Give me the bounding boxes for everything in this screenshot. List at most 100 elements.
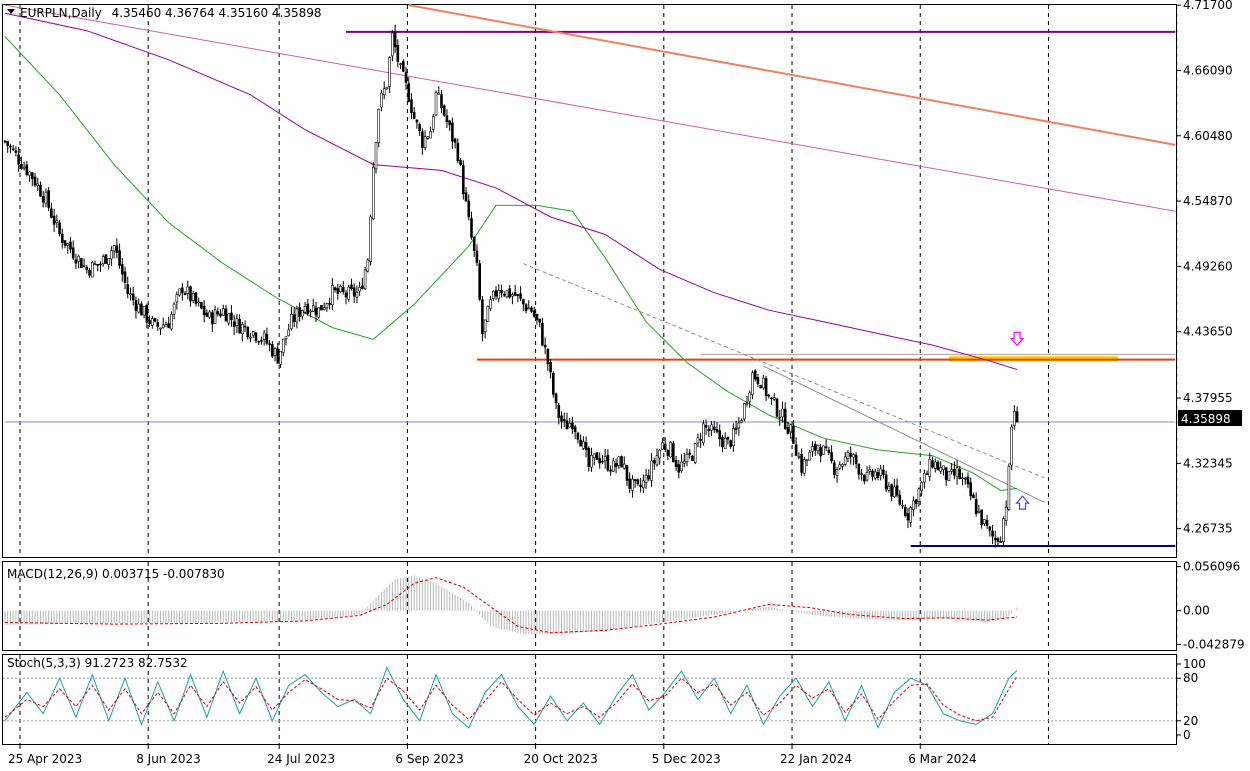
candle-body: [110, 250, 113, 260]
candle-body: [650, 460, 653, 481]
candle-body: [380, 92, 383, 108]
candle-body: [803, 459, 806, 474]
candle-body: [704, 425, 708, 428]
candle-body: [931, 460, 934, 468]
trend-line[interactable]: [523, 263, 1045, 479]
candle-body: [710, 424, 713, 431]
candle-body: [238, 319, 241, 334]
candle-body: [20, 164, 23, 169]
candle-body: [55, 220, 59, 223]
candle-body: [262, 332, 266, 340]
candle-body: [723, 437, 727, 449]
candle-body: [440, 94, 443, 109]
candle-body: [459, 160, 462, 165]
candle-body: [271, 344, 274, 357]
candle-body: [718, 430, 722, 440]
candle-body: [584, 441, 588, 451]
candle-body: [966, 476, 970, 485]
candle-body: [794, 444, 798, 456]
candle-body: [541, 323, 544, 346]
candle-body: [955, 467, 959, 478]
candle-body: [592, 453, 596, 458]
candle-body: [161, 324, 165, 329]
candle-body: [472, 236, 476, 251]
candle-body: [352, 287, 356, 297]
candle-body: [895, 485, 899, 496]
candle-body: [298, 307, 301, 318]
candle-body: [513, 292, 517, 296]
candle-body: [260, 340, 263, 342]
candle-body: [47, 190, 50, 208]
candle-body: [873, 471, 877, 479]
trend-line[interactable]: [4, 4, 1176, 212]
candle-body: [410, 99, 413, 113]
candle-body: [52, 215, 56, 225]
candle-body: [505, 290, 509, 298]
dropdown-triangle-icon[interactable]: [7, 9, 15, 14]
candle-body: [66, 243, 70, 246]
candle-body: [939, 467, 943, 472]
candle-body: [96, 263, 100, 266]
candle-body: [644, 474, 648, 483]
candle-body: [865, 472, 869, 481]
candle-body: [151, 318, 154, 326]
candle-body: [325, 303, 329, 309]
candle-body: [933, 461, 937, 469]
candle-body: [830, 452, 833, 462]
candle-body: [393, 31, 397, 48]
vertical-gridlines: [19, 5, 1178, 744]
candle-body: [524, 304, 528, 312]
candle-body: [249, 336, 252, 339]
candle-body: [219, 313, 222, 317]
candle-body: [772, 397, 776, 400]
candle-body: [80, 258, 83, 269]
candle-body: [227, 313, 230, 324]
candle-body: [775, 398, 779, 417]
candle-body: [230, 312, 233, 320]
candle-body: [208, 311, 211, 318]
candle-body: [464, 192, 468, 202]
candle-body: [863, 474, 866, 482]
candle-body: [60, 233, 64, 243]
candle-body: [489, 299, 492, 309]
candle-body: [434, 91, 438, 116]
candle-body: [41, 196, 45, 203]
candle-body: [426, 136, 430, 139]
candle-body: [568, 423, 571, 428]
candle-body: [622, 463, 626, 469]
candle-body: [573, 426, 577, 432]
candle-body: [748, 392, 752, 402]
time-label: 8 Jun 2023: [136, 752, 201, 766]
candle-body: [178, 288, 181, 296]
candle-body: [371, 166, 375, 220]
candle-body: [3, 140, 7, 143]
price-label: 4.26735: [1183, 522, 1233, 536]
candle-body: [134, 299, 138, 311]
candle-body: [494, 290, 498, 297]
candle-body: [385, 86, 389, 90]
candle-body: [996, 538, 1000, 542]
candle-body: [145, 305, 149, 323]
candle-body: [88, 269, 91, 276]
trend-line[interactable]: [763, 365, 1045, 503]
candle-body: [33, 176, 37, 186]
candle-body: [882, 469, 885, 475]
candle-body: [25, 164, 29, 175]
candle-body: [377, 108, 381, 143]
price-label: 4.66090: [1183, 63, 1233, 77]
candle-body: [999, 541, 1003, 543]
candle-body: [756, 377, 760, 385]
candle-body: [303, 305, 307, 313]
candle-body: [292, 314, 296, 322]
candle-body: [726, 436, 730, 440]
candle-body: [764, 378, 768, 397]
candle-body: [221, 308, 225, 316]
candle-body: [625, 465, 629, 481]
candle-body: [211, 312, 214, 325]
candle-body: [652, 460, 656, 464]
candle-body: [429, 131, 432, 139]
time-axis: 25 Apr 2023 8 Jun 2023 24 Jul 2023 6 Sep 20…: [8, 744, 977, 766]
trend-line[interactable]: [408, 4, 1176, 146]
candle-body: [265, 333, 269, 344]
